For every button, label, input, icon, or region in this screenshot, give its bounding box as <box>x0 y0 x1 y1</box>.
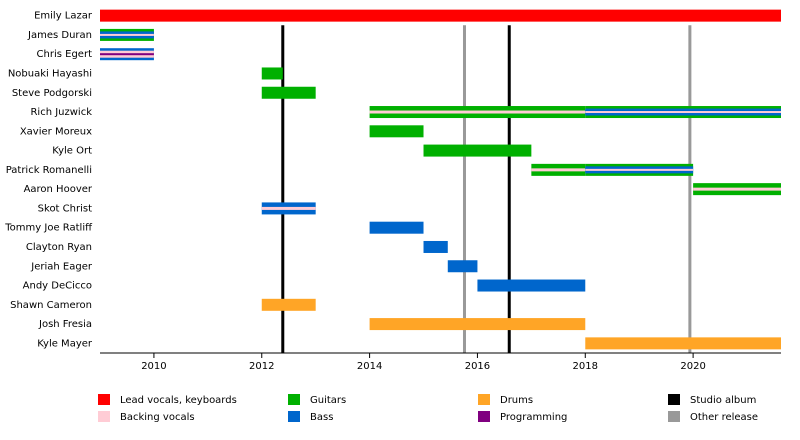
legend-swatch <box>668 394 680 405</box>
x-tick-label: 2014 <box>357 361 382 372</box>
member-label: Andy DeCicco <box>23 281 92 292</box>
member-bar <box>585 337 781 350</box>
member-label: Kyle Ort <box>52 146 92 157</box>
legend-swatch <box>288 394 300 405</box>
member-bar <box>423 240 448 253</box>
member-label: Rich Juzwick <box>30 107 92 118</box>
member-bar <box>585 168 694 171</box>
member-bar <box>369 221 424 234</box>
member-label: Aaron Hoover <box>24 184 93 195</box>
legend-swatch <box>478 394 490 405</box>
legend-label: Other release <box>690 412 758 423</box>
member-label: Skot Christ <box>38 203 92 214</box>
member-label: Tommy Joe Ratliff <box>4 223 93 234</box>
member-label: Clayton Ryan <box>26 242 92 253</box>
member-label: Kyle Mayer <box>37 338 93 349</box>
member-bar <box>369 125 424 138</box>
member-bar <box>531 168 586 172</box>
member-label: Emily Lazar <box>34 11 93 22</box>
member-bar <box>447 260 478 273</box>
member-bar <box>423 144 532 157</box>
member-bar <box>100 33 154 36</box>
member-label: Nobuaki Hayashi <box>8 68 92 79</box>
member-bar <box>693 187 781 191</box>
x-tick-label: 2010 <box>141 361 166 372</box>
x-tick-label: 2018 <box>573 361 598 372</box>
member-label: Patrick Romanelli <box>6 165 92 176</box>
member-label: Xavier Moreux <box>20 126 92 137</box>
member-bar <box>261 67 283 80</box>
legend-label: Bass <box>310 412 333 423</box>
member-bar <box>369 110 586 114</box>
x-tick-label: 2016 <box>465 361 490 372</box>
legend-swatch <box>98 394 110 405</box>
legend-swatch <box>668 411 680 422</box>
member-bar <box>585 111 781 114</box>
member-label: Josh Fresia <box>38 319 92 330</box>
member-bar <box>100 9 781 22</box>
member-bar <box>100 53 154 56</box>
member-bar <box>369 318 586 331</box>
legend-label: Drums <box>500 395 533 406</box>
legend-swatch <box>98 411 110 422</box>
member-bar <box>261 298 316 311</box>
x-tick-label: 2012 <box>249 361 274 372</box>
member-label: Jeriah Eager <box>30 261 93 272</box>
legend-label: Guitars <box>310 395 346 406</box>
legend-label: Backing vocals <box>120 412 195 423</box>
legend-swatch <box>478 411 490 422</box>
member-label: Shawn Cameron <box>10 300 92 311</box>
member-label: James Duran <box>27 30 92 41</box>
member-bar <box>477 279 586 292</box>
member-label: Steve Podgorski <box>12 88 92 99</box>
member-bar <box>261 86 316 99</box>
member-label: Chris Egert <box>37 49 93 60</box>
legend-label: Studio album <box>690 395 756 406</box>
legend-swatch <box>288 411 300 422</box>
legend-label: Lead vocals, keyboards <box>120 395 237 406</box>
x-tick-label: 2020 <box>680 361 705 372</box>
legend-label: Programming <box>500 412 567 423</box>
member-bar <box>261 206 316 210</box>
